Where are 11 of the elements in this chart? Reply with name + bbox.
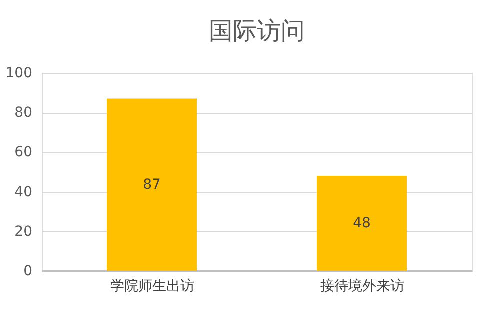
y-tick-label: 100 — [6, 66, 32, 82]
y-tick-label: 0 — [24, 264, 32, 280]
data-label: 48 — [353, 215, 371, 232]
y-tick-label: 60 — [14, 144, 32, 161]
y-tick-label: 80 — [14, 105, 32, 122]
y-tick-label: 20 — [14, 224, 32, 240]
x-tick-label: 接待境外来访 — [320, 278, 404, 294]
chart-title: 国际访问 — [209, 17, 305, 45]
y-tick-label: 40 — [14, 184, 32, 200]
x-tick-label: 学院师生出访 — [110, 278, 194, 294]
data-label: 87 — [143, 176, 161, 193]
